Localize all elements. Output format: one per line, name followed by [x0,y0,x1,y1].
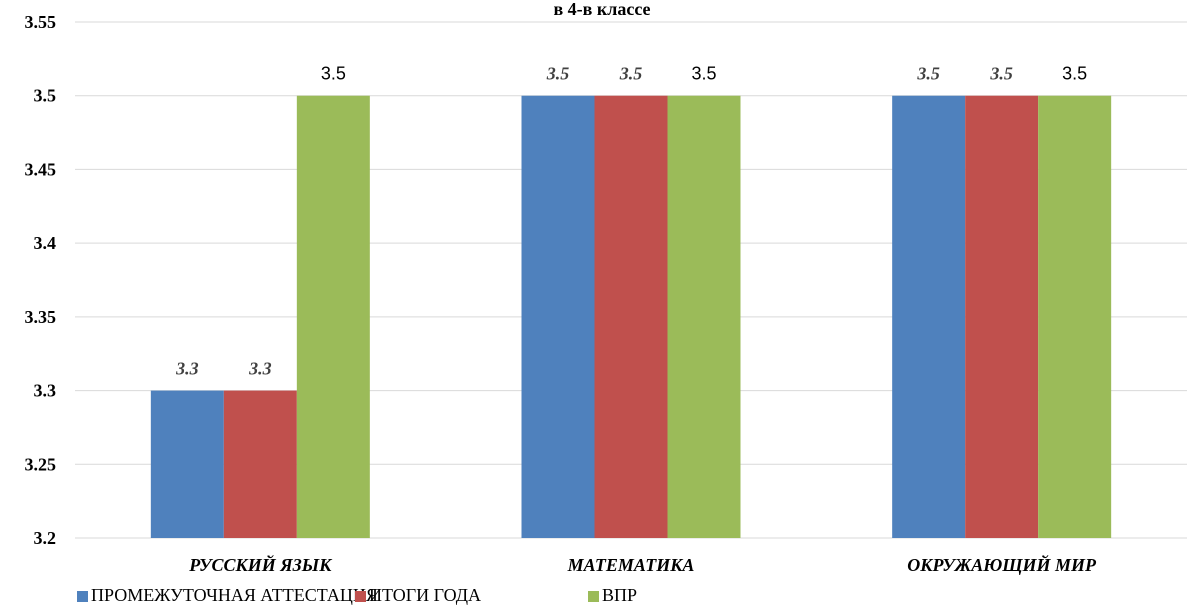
bar [1038,95,1112,538]
data-label: 3.3 [175,359,199,379]
y-tick-label: 3.4 [34,233,57,253]
legend-label: ПРОМЕЖУТОЧНАЯ АТТЕСТАЦИЯ [91,585,378,605]
data-label: 3.5 [989,64,1013,84]
category-label: МАТЕМАТИКА [567,555,695,575]
category-label: ОКРУЖАЮЩИЙ МИР [907,553,1097,575]
legend-swatch [77,591,88,602]
y-tick-label: 3.35 [25,307,57,327]
y-tick-label: 3.5 [34,86,57,106]
bar [667,95,741,538]
legend-swatch [588,591,599,602]
data-label: 3.5 [619,64,643,84]
y-tick-label: 3.2 [34,528,57,548]
bar [892,95,966,538]
x-axis-categories: РУССКИЙ ЯЗЫК МАТЕМАТИКА ОКРУЖАЮЩИЙ МИР [188,553,1097,575]
data-label: 3.5 [1062,64,1087,84]
bar [223,390,297,538]
data-label: 3.3 [248,359,272,379]
legend-label: ВПР [602,585,637,605]
data-label: 3.5 [321,64,346,84]
bar [296,95,370,538]
data-labels-group: 3.3 3.3 3.5 3.5 3.5 3.5 3.5 3.5 3.5 [175,64,1087,379]
y-tick-label: 3.3 [34,381,57,401]
data-label: 3.5 [916,64,940,84]
y-tick-label: 3.45 [25,159,57,179]
bar [594,95,668,538]
legend-label: ИТОГИ ГОДА [369,585,481,605]
y-axis-ticks: 3.2 3.25 3.3 3.35 3.4 3.45 3.5 3.55 [25,12,57,548]
bar [965,95,1039,538]
legend-swatch [355,591,366,602]
category-label: РУССКИЙ ЯЗЫК [188,553,333,575]
bar [521,95,595,538]
chart-title: в 4-в классе [553,0,650,19]
bars-group [150,95,1112,538]
data-label: 3.5 [546,64,570,84]
y-tick-label: 3.25 [25,454,57,474]
data-label: 3.5 [691,64,716,84]
bar [150,390,224,538]
y-tick-label: 3.55 [25,12,57,32]
